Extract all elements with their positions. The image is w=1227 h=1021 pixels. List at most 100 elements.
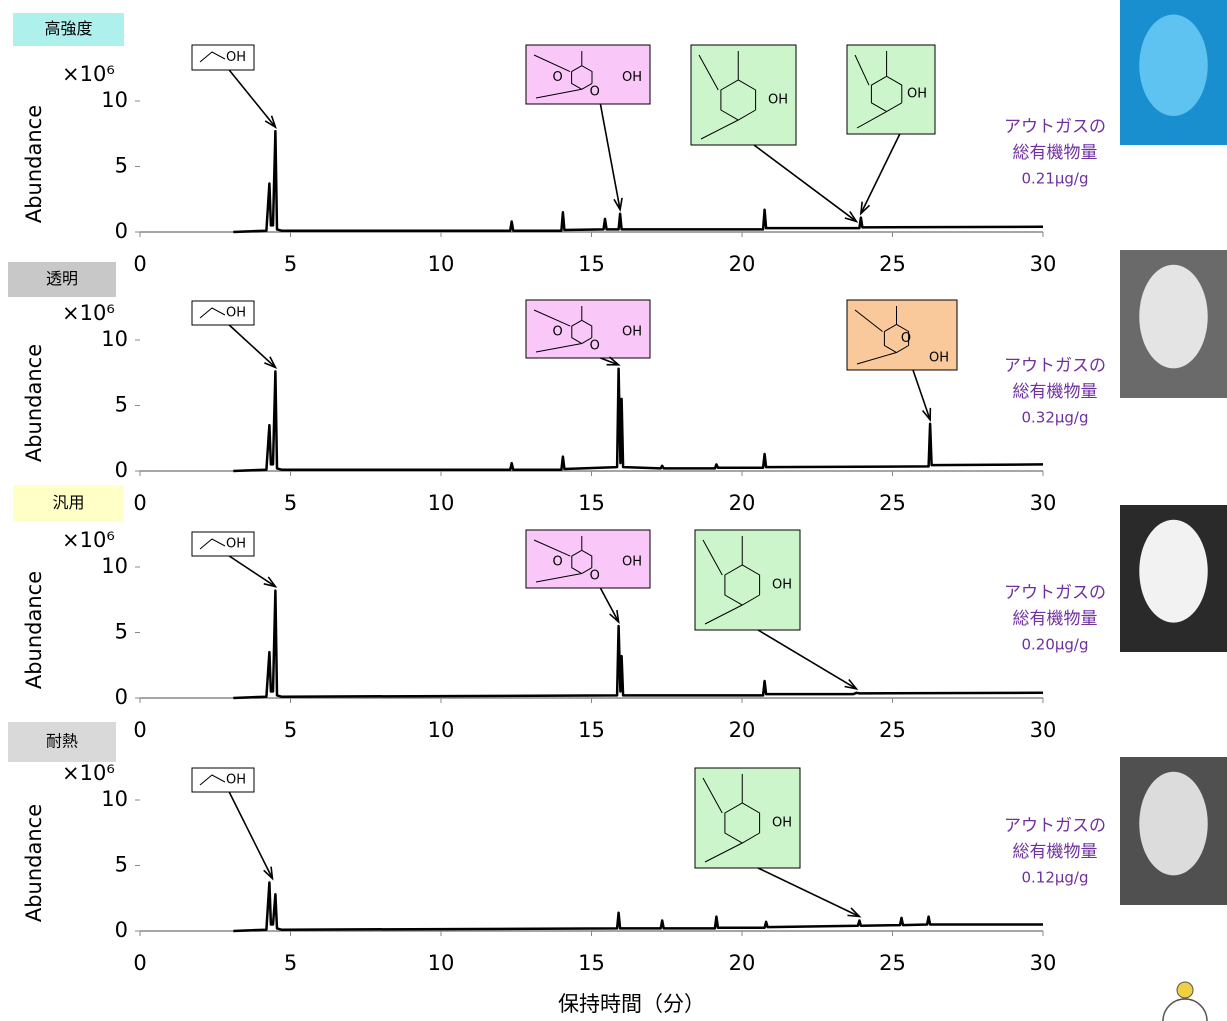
y-tick-label: 10 <box>101 327 128 351</box>
arrow-head <box>845 679 857 688</box>
outgas-note: 0.32μg/g <box>1021 409 1088 427</box>
y-tick-label: 10 <box>101 787 128 811</box>
structure-box: OH <box>695 768 800 868</box>
y-tick-label: 0 <box>115 918 128 942</box>
photo-figure <box>1139 520 1207 623</box>
chart-title: 高強度 <box>44 19 92 38</box>
y-multiplier: ×10⁶ <box>62 62 115 86</box>
annotation-arrow <box>913 370 930 420</box>
structure-box: O OH <box>847 300 957 370</box>
annotation-arrow <box>229 325 275 367</box>
figure: 高強度 0 5 10 0 5 10 15 20 25 30 ×10⁶ Abundance OH O O OH OH… <box>0 0 1227 1021</box>
x-tick-label: 30 <box>1030 718 1057 742</box>
x-tick-label: 25 <box>879 718 906 742</box>
structure-label: OH <box>622 554 642 569</box>
structure-box: OH <box>192 768 254 792</box>
arrow-head <box>264 577 276 587</box>
chart-title: 透明 <box>46 269 78 288</box>
chromatogram-line <box>233 369 1043 471</box>
structure-label: O <box>590 85 600 100</box>
y-axis-label: Abundance <box>22 344 46 462</box>
chart-title: 汎用 <box>52 493 84 512</box>
x-tick-label: 15 <box>578 718 605 742</box>
x-tick-label: 20 <box>729 951 756 975</box>
arrow-head <box>610 610 619 622</box>
structure-box: OH <box>192 532 254 556</box>
annotation-arrow <box>758 630 856 689</box>
outgas-note: 0.12μg/g <box>1021 869 1088 887</box>
x-tick-label: 20 <box>729 252 756 276</box>
structure-label: OH <box>772 816 792 831</box>
structure-box: OH <box>695 530 800 630</box>
structure-label: OH <box>907 86 927 101</box>
x-tick-label: 25 <box>879 252 906 276</box>
y-tick-label: 0 <box>115 458 128 482</box>
outgas-note: 0.21μg/g <box>1021 170 1088 188</box>
outgas-note: 総有機物量 <box>1013 609 1098 629</box>
x-tick-label: 10 <box>428 252 455 276</box>
outgas-note: アウトガスの <box>1004 816 1106 836</box>
structure-label: O <box>590 569 600 584</box>
outgas-note: アウトガスの <box>1004 356 1106 376</box>
x-tick-label: 30 <box>1030 951 1057 975</box>
y-axis-label: Abundance <box>22 571 46 689</box>
structure-label: O <box>590 339 600 354</box>
structure-label: O <box>901 331 911 346</box>
y-multiplier: ×10⁶ <box>62 301 115 325</box>
structure-box: OH <box>847 45 935 134</box>
x-tick-label: 5 <box>284 252 297 276</box>
x-tick-label: 0 <box>133 491 146 515</box>
x-tick-label: 20 <box>729 718 756 742</box>
structure-box: O O OH <box>526 530 650 588</box>
y-tick-label: 5 <box>115 154 128 178</box>
annotation-arrow <box>758 868 859 917</box>
structure-label: O <box>552 70 562 85</box>
x-tick-label: 15 <box>578 252 605 276</box>
x-tick-label: 5 <box>284 951 297 975</box>
structure-label: O <box>552 324 562 339</box>
x-tick-label: 30 <box>1030 491 1057 515</box>
structure-label: OH <box>226 537 246 552</box>
x-tick-label: 10 <box>428 951 455 975</box>
chromatogram-line <box>233 131 1043 232</box>
structure-label: OH <box>929 351 949 366</box>
y-multiplier: ×10⁶ <box>62 528 115 552</box>
structure-label: OH <box>772 578 792 593</box>
y-axis-label: Abundance <box>22 804 46 922</box>
outgas-note: 総有機物量 <box>1013 143 1098 163</box>
outgas-note: 総有機物量 <box>1013 842 1098 862</box>
structure-label: OH <box>226 773 246 788</box>
structure-box: O O OH <box>526 300 650 358</box>
outgas-note: 総有機物量 <box>1013 382 1098 402</box>
x-tick-label: 10 <box>428 491 455 515</box>
y-tick-label: 5 <box>115 393 128 417</box>
y-multiplier: ×10⁶ <box>62 761 115 785</box>
annotation-arrow <box>229 556 275 587</box>
structure-label: OH <box>226 50 246 65</box>
x-tick-label: 30 <box>1030 252 1057 276</box>
structure-label: OH <box>622 324 642 339</box>
outgas-note: 0.20μg/g <box>1021 636 1088 654</box>
structure-box: OH <box>691 45 796 145</box>
x-tick-label: 5 <box>284 491 297 515</box>
annotation-arrow <box>229 792 272 879</box>
structure-box: OH <box>192 45 254 70</box>
y-tick-label: 5 <box>115 620 128 644</box>
x-tick-label: 10 <box>428 718 455 742</box>
x-tick-label: 0 <box>133 252 146 276</box>
y-tick-label: 5 <box>115 853 128 877</box>
photo-figure <box>1139 772 1207 876</box>
y-tick-label: 10 <box>101 88 128 112</box>
outgas-note: アウトガスの <box>1004 583 1106 603</box>
x-tick-label: 20 <box>729 491 756 515</box>
outgas-note: アウトガスの <box>1004 117 1106 137</box>
photo-figure <box>1139 265 1207 369</box>
x-tick-label: 0 <box>133 718 146 742</box>
y-tick-label: 10 <box>101 554 128 578</box>
photo-figure <box>1139 15 1207 117</box>
structure-label: O <box>552 554 562 569</box>
annotation-arrow <box>600 104 620 210</box>
y-tick-label: 0 <box>115 685 128 709</box>
y-axis-label: Abundance <box>22 105 46 223</box>
